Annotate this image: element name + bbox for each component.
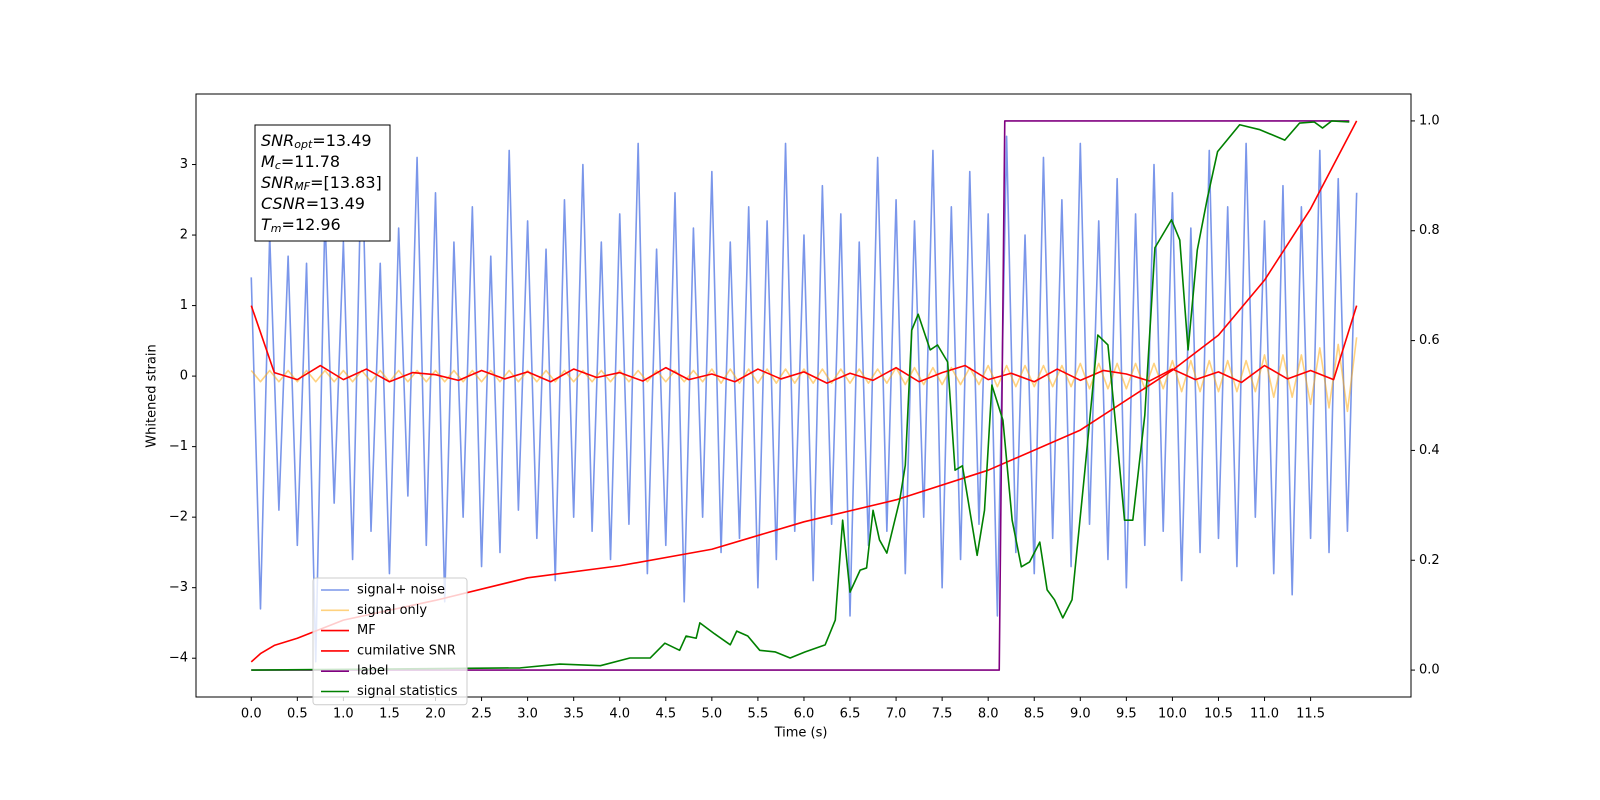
y-tick-label: 3	[180, 157, 188, 172]
x-tick-label: 9.0	[1070, 707, 1091, 722]
x-tick-label: 0.5	[287, 707, 308, 722]
legend-label: label	[357, 664, 388, 679]
x-tick-label: 10.0	[1158, 707, 1187, 722]
x-tick-label: 11.5	[1296, 707, 1325, 722]
series-line	[250, 305, 1358, 384]
legend-label: signal statistics	[357, 684, 458, 699]
series-line	[250, 337, 1358, 413]
annotation-subscript: MF	[294, 180, 310, 193]
x-tick-label: 8.0	[978, 707, 999, 722]
x-tick-label: 7.5	[932, 707, 953, 722]
annotation-value: =12.96	[282, 215, 341, 234]
y2-tick-label: 0.8	[1419, 223, 1440, 238]
x-tick-label: 10.5	[1204, 707, 1233, 722]
annotation-line: SNRMF=[13.83]	[261, 173, 382, 194]
series-line	[250, 135, 1358, 663]
x-tick-label: 2.5	[471, 707, 492, 722]
y2-tick-label: 0.6	[1419, 333, 1440, 348]
annotation-subscript: opt	[294, 138, 313, 151]
annotation-value: =[13.83]	[310, 173, 382, 192]
legend-label: MF	[357, 623, 376, 638]
annotation-line: SNRopt=13.49	[261, 131, 372, 152]
x-tick-label: 6.5	[840, 707, 861, 722]
x-tick-label: 3.0	[517, 707, 538, 722]
series-line	[251, 120, 1350, 671]
y-tick-label: −2	[169, 510, 188, 525]
annotation-symbol: SNR	[261, 173, 294, 192]
annotation-value: =13.49	[312, 131, 371, 150]
annotation-line: Tm=12.96	[261, 215, 341, 236]
x-tick-label: 3.5	[563, 707, 584, 722]
annotation-value: =13.49	[306, 194, 365, 213]
x-axis-label: Time (s)	[774, 726, 828, 741]
annotation-line: CSNR=13.49	[261, 194, 365, 213]
y-tick-label: −3	[169, 580, 188, 595]
plot-area	[250, 120, 1358, 671]
x-tick-label: 1.0	[333, 707, 354, 722]
x-tick-label: 1.5	[379, 707, 400, 722]
annotation-subscript: c	[275, 159, 281, 172]
annotation-symbol: SNR	[261, 131, 294, 150]
x-tick-label: 0.0	[241, 707, 262, 722]
y-axis-label: Whitened strain	[145, 344, 160, 447]
x-tick-label: 5.5	[748, 707, 769, 722]
annotation-subscript: m	[271, 222, 282, 235]
y-tick-label: 1	[180, 298, 188, 313]
x-tick-label: 9.5	[1116, 707, 1137, 722]
legend-label: cumilative SNR	[357, 643, 456, 658]
legend-frame	[312, 577, 468, 706]
x-tick-label: 2.0	[425, 707, 446, 722]
y2-tick-label: 0.0	[1419, 663, 1440, 678]
annotation-line: Mc=11.78	[261, 152, 340, 173]
x-tick-label: 4.5	[655, 707, 676, 722]
y2-tick-label: 0.2	[1419, 553, 1440, 568]
series-line	[251, 120, 1350, 671]
x-tick-label: 8.5	[1024, 707, 1045, 722]
y2-tick-label: 1.0	[1419, 113, 1440, 128]
y-tick-label: 2	[180, 228, 188, 243]
annotation-symbol: M	[261, 152, 275, 171]
legend-label: signal+ noise	[357, 583, 445, 598]
legend-label: signal only	[357, 603, 427, 618]
y-tick-label: −1	[169, 439, 188, 454]
x-tick-label: 6.0	[794, 707, 815, 722]
annotation-frame	[254, 124, 391, 242]
x-tick-label: 4.0	[609, 707, 630, 722]
series-line	[250, 120, 1358, 663]
x-tick-label: 5.0	[702, 707, 723, 722]
y-tick-label: 0	[180, 369, 188, 384]
x-tick-label: 11.0	[1250, 707, 1279, 722]
y-tick-label: −4	[169, 651, 188, 666]
annotation-symbol: T	[261, 215, 272, 234]
annotation-box: SNRopt=13.49Mc=11.78SNRMF=[13.83]CSNR=13…	[254, 124, 391, 242]
x-tick-label: 7.0	[886, 707, 907, 722]
annotation-symbol: CSNR	[261, 194, 306, 213]
annotation-value: =11.78	[281, 152, 340, 171]
legend: signal+ noise signal only MF cumilative SNR…	[312, 577, 468, 706]
y2-tick-label: 0.4	[1419, 443, 1440, 458]
